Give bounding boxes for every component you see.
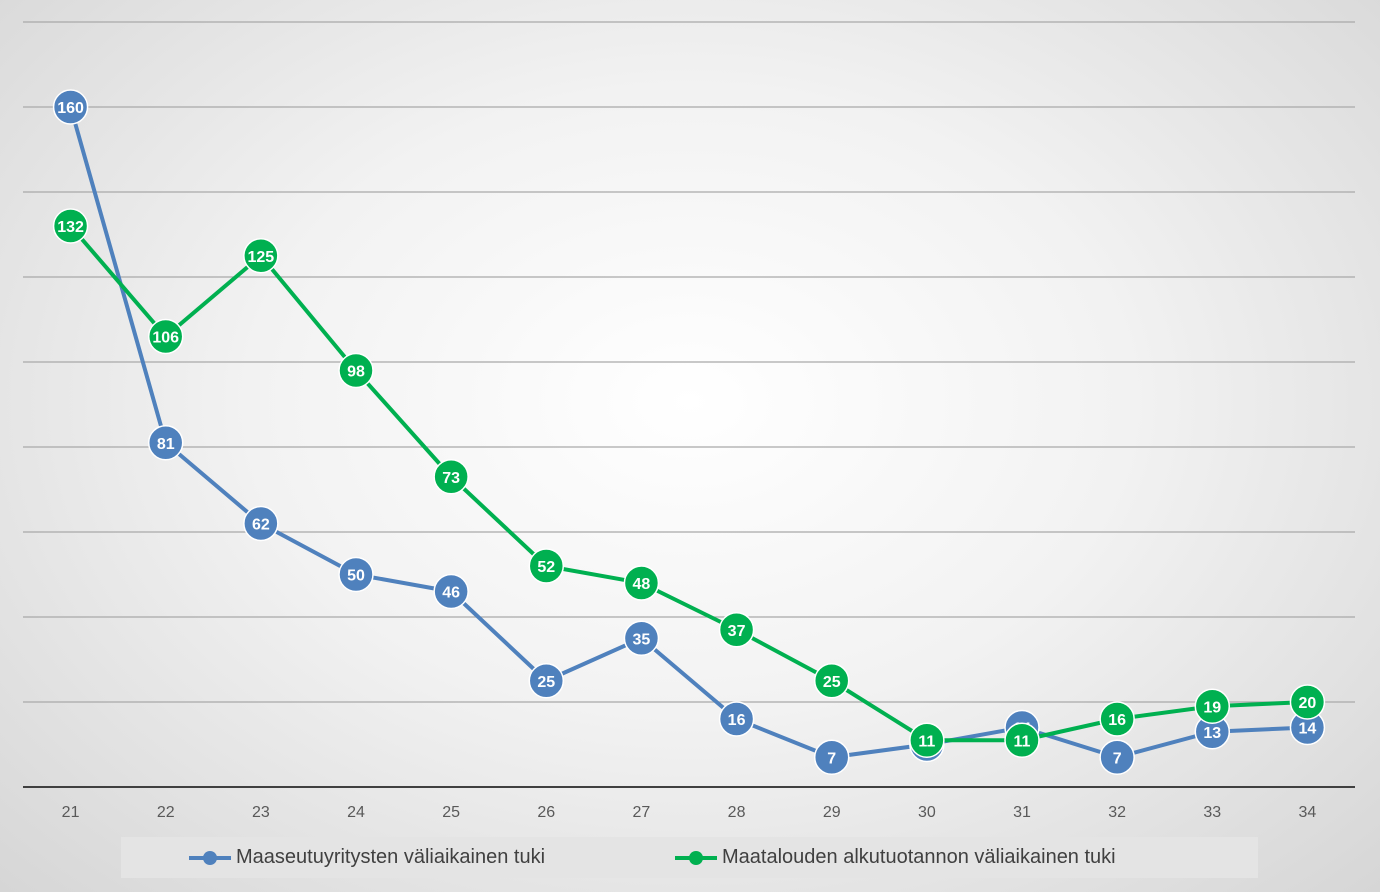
data-point-series-2 (1289, 684, 1326, 720)
data-label-series-2: 48 (633, 576, 651, 593)
x-tick-label: 27 (633, 804, 651, 821)
x-tick-labels: 21 22 23 24 25 26 27 28 29 30 31 32 33 34 (62, 804, 1317, 821)
data-point-series-1 (52, 89, 89, 125)
data-label-series-2: 16 (1108, 712, 1126, 729)
data-label-series-2: 106 (152, 330, 179, 347)
data-label-series-1: 160 (57, 100, 84, 117)
data-point-series-1 (813, 739, 850, 775)
data-label-series-2: 52 (537, 559, 555, 576)
data-point-series-2 (528, 548, 565, 584)
data-label-series-1: 46 (442, 585, 460, 602)
data-point-series-1 (433, 573, 469, 610)
data-point-series-2 (813, 663, 850, 699)
data-label-series-2: 37 (728, 623, 746, 640)
data-point-series-1 (528, 663, 565, 699)
data-point-series-2 (1099, 701, 1135, 737)
data-markers: 1608162504625351671014713141321061259873… (52, 89, 1326, 775)
data-point-series-2 (1004, 722, 1040, 758)
data-label-series-2: 73 (442, 470, 460, 487)
legend-swatch-series-1 (189, 850, 231, 865)
x-tick-label: 34 (1299, 804, 1317, 821)
x-tick-label: 29 (823, 804, 841, 821)
x-tick-label: 31 (1013, 804, 1031, 821)
data-label-series-2: 132 (57, 219, 84, 236)
data-point-series-2 (147, 318, 184, 355)
data-label-series-2: 25 (823, 674, 841, 691)
data-point-series-2 (52, 208, 89, 244)
gridlines (23, 21, 1355, 703)
data-label-series-1: 81 (157, 436, 175, 453)
data-label-series-1: 25 (537, 674, 555, 691)
legend: Maaseutuyritysten väliaikainen tuki Maat… (121, 837, 1258, 878)
series-line-1 (68, 106, 1308, 760)
data-point-series-1 (147, 425, 184, 461)
data-label-series-1: 7 (827, 750, 836, 767)
x-tick-label: 32 (1108, 804, 1126, 821)
data-point-series-1 (338, 556, 374, 593)
data-label-series-2: 20 (1299, 695, 1317, 712)
data-label-series-2: 11 (918, 733, 935, 750)
data-label-series-1: 7 (1113, 750, 1122, 767)
data-label-series-2: 19 (1203, 699, 1221, 716)
data-label-series-1: 35 (633, 631, 651, 648)
data-point-series-2 (1194, 688, 1231, 724)
data-label-series-1: 16 (728, 712, 746, 729)
data-label-series-1: 13 (1203, 725, 1221, 742)
legend-label-series-1: Maaseutuyritysten väliaikainen tuki (236, 846, 546, 868)
x-tick-label: 26 (537, 804, 555, 821)
legend-entry-series-2: Maatalouden alkutuotannon väliaikainen t… (673, 846, 1116, 869)
series-lines (68, 106, 1308, 760)
data-point-series-2 (909, 722, 945, 758)
data-point-series-2 (623, 565, 660, 601)
x-tick-label: 24 (347, 804, 365, 821)
x-tick-label: 28 (728, 804, 746, 821)
x-tick-label: 30 (918, 804, 936, 821)
x-tick-label: 25 (442, 804, 460, 821)
data-label-series-2: 125 (248, 249, 275, 266)
legend-label-series-2: Maatalouden alkutuotannon väliaikainen t… (722, 846, 1116, 868)
data-label-series-2: 11 (1014, 733, 1031, 750)
legend-entry-series-1: Maaseutuyritysten väliaikainen tuki (187, 846, 545, 869)
data-label-series-1: 14 (1299, 721, 1317, 738)
legend-swatch-series-2 (675, 850, 717, 865)
x-tick-label: 22 (157, 804, 175, 821)
data-point-series-2 (243, 238, 279, 274)
data-point-series-1 (1099, 739, 1135, 775)
data-point-series-2 (338, 352, 374, 389)
data-label-series-2: 98 (347, 364, 365, 381)
x-tick-label: 23 (252, 804, 270, 821)
data-point-series-2 (433, 459, 469, 495)
data-label-series-1: 50 (347, 568, 365, 585)
series-line-2 (69, 224, 1308, 743)
x-tick-label: 21 (62, 804, 80, 821)
data-point-series-1 (718, 701, 755, 737)
data-point-series-2 (718, 612, 755, 648)
data-point-series-1 (243, 505, 279, 542)
data-label-series-1: 62 (252, 517, 270, 534)
x-tick-label: 33 (1203, 804, 1221, 821)
data-point-series-1 (623, 620, 660, 656)
